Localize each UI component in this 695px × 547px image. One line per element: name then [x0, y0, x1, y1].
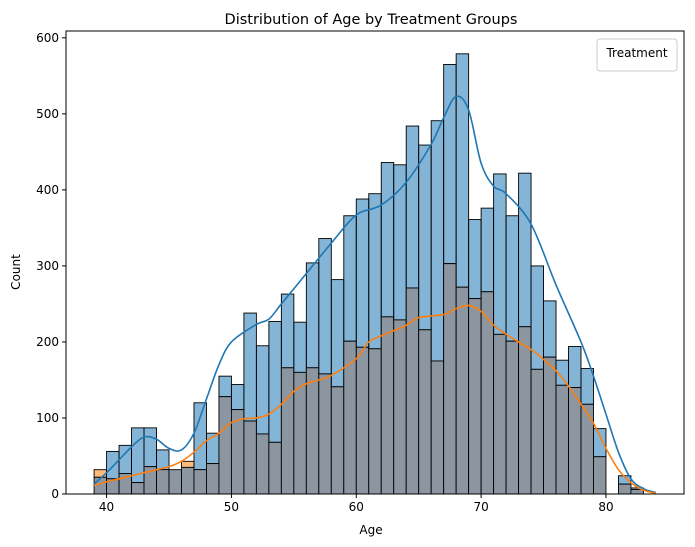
y-tick-label: 400 [36, 183, 59, 197]
histogram-bar [243, 312, 257, 422]
histogram-overlap-bar [443, 263, 457, 495]
histogram-bar [305, 262, 320, 369]
histogram-overlap-bar [330, 386, 345, 495]
legend-box [596, 38, 678, 72]
histogram-bar [580, 368, 594, 405]
histogram-bar [480, 207, 495, 293]
histogram-bar [593, 428, 607, 458]
histogram-bar [443, 64, 457, 265]
histogram-overlap-bar [368, 348, 382, 495]
histogram-bar [181, 460, 195, 468]
histogram-bar [268, 320, 282, 443]
histogram-overlap-bar [206, 463, 220, 495]
histogram-bar [293, 321, 307, 373]
x-tick-label: 40 [99, 500, 114, 514]
histogram-overlap-bar [480, 291, 495, 495]
histogram-bar [106, 450, 120, 480]
histogram-bar [493, 173, 507, 335]
histogram-overlap-bar [555, 384, 569, 495]
histogram-overlap-bar [418, 329, 432, 495]
x-tick-label: 70 [473, 500, 488, 514]
legend: Treatment [596, 38, 678, 72]
histogram-bar [380, 162, 395, 318]
axes-frame [65, 30, 685, 495]
histogram-bar [230, 384, 245, 411]
histogram-bar [355, 198, 370, 348]
histogram-bar [468, 219, 482, 300]
y-tick-label: 0 [51, 487, 59, 501]
histogram-bar [368, 193, 382, 350]
histogram-bar [418, 144, 432, 331]
histogram-bar [518, 172, 532, 328]
histogram-overlap-bar [181, 466, 195, 495]
histogram-overlap-bar [318, 373, 332, 495]
y-tick-label: 500 [36, 107, 59, 121]
histogram-overlap-bar [355, 346, 370, 495]
kde-line-series-2 [93, 304, 657, 495]
plot-area [93, 53, 657, 495]
chart-title: Distribution of Age by Treatment Groups [225, 12, 518, 28]
kde-layer [93, 95, 657, 495]
histogram-bar [543, 300, 557, 358]
histogram-overlap-bar [505, 340, 520, 495]
histogram-overlap-bar [518, 326, 532, 495]
histogram-overlap-bar [280, 367, 295, 495]
histogram-bar [255, 345, 270, 435]
x-axis-label: Age [359, 523, 382, 537]
histogram-overlap-bar [393, 319, 407, 495]
histogram-bar [143, 427, 157, 468]
y-tick-label: 200 [36, 335, 59, 349]
histogram-overlap-bar [255, 433, 270, 495]
x-tick-label: 50 [224, 500, 239, 514]
histogram-overlap-bar [268, 441, 282, 495]
histogram-bar [393, 164, 407, 321]
histogram-overlap-bar [430, 360, 445, 495]
histogram-overlap-bar [243, 420, 257, 495]
histogram-overlap-bar [305, 367, 320, 495]
histogram-overlap-bar [530, 368, 544, 495]
histogram-overlap-bar [193, 469, 207, 495]
histogram-overlap-bar [568, 387, 582, 495]
histogram-bar [568, 346, 582, 389]
legend-title: Treatment [605, 46, 667, 60]
histogram-bar [505, 215, 520, 342]
histogram-overlap-bar [455, 286, 470, 495]
histogram-bar [430, 120, 445, 362]
x-tick-label: 80 [598, 500, 613, 514]
y-tick-label: 100 [36, 411, 59, 425]
histogram-overlap-bar [618, 483, 632, 495]
y-tick-label: 300 [36, 259, 59, 273]
histogram-bar [280, 293, 295, 369]
histogram-overlap-bar [493, 333, 507, 495]
histogram-bar [318, 238, 332, 375]
histogram-overlap-bar [543, 356, 557, 495]
y-tick-label: 600 [36, 31, 59, 45]
histogram-bar [405, 125, 420, 289]
histogram-bar [218, 375, 232, 398]
histogram-bar [330, 279, 345, 388]
histogram-overlap-bar [218, 396, 232, 495]
histogram-overlap-bar [156, 469, 170, 495]
y-axis: 0 100 200 300 400 500 600 [36, 31, 66, 501]
y-axis-label: Count [9, 254, 23, 290]
histogram-overlap-bar [168, 469, 182, 495]
histogram-bar [455, 53, 470, 288]
x-axis: 40 50 60 70 80 [99, 494, 614, 514]
histogram-overlap-bar [131, 482, 145, 495]
histogram-overlap-bar [580, 403, 594, 495]
kde-line-series-1 [93, 95, 657, 494]
histogram-overlap-bar [468, 298, 482, 495]
bars-layer [93, 53, 644, 495]
x-tick-label: 60 [349, 500, 364, 514]
histogram-overlap-bar [593, 456, 607, 495]
histogram-overlap-bar [380, 316, 395, 495]
histogram-bar [343, 215, 357, 342]
histogram-bar [193, 402, 207, 471]
